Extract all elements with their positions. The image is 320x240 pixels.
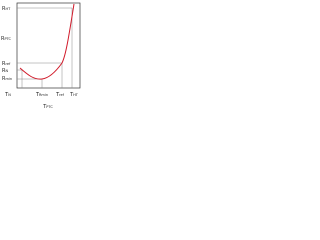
x-label: TRmin xyxy=(35,92,48,98)
symbol: T xyxy=(42,104,47,110)
x-label: TN xyxy=(4,92,11,98)
x-label: Tref xyxy=(55,92,65,98)
subscript: HT xyxy=(73,93,79,97)
symbol: R xyxy=(2,6,6,12)
subscript: Rmin xyxy=(39,93,48,97)
symbol: T xyxy=(69,92,74,98)
symbol: R xyxy=(2,61,6,67)
plot-frame xyxy=(16,2,81,89)
symbol: R xyxy=(2,76,6,82)
x-label: THT xyxy=(69,92,79,98)
y-label: RN xyxy=(2,68,8,74)
symbol: T xyxy=(55,92,60,98)
diagram: RPTC TPTC RHT Rref RN Rmin TN TRmin Tref… xyxy=(1,2,81,110)
subscript: N xyxy=(5,69,8,73)
subscript: PTC xyxy=(46,105,53,109)
symbol: T xyxy=(35,92,40,98)
symbol: T xyxy=(4,92,9,98)
subscript: N xyxy=(8,93,11,97)
subscript: PTC xyxy=(4,37,11,41)
subscript: min xyxy=(5,77,12,81)
y-label: Rref xyxy=(2,61,11,67)
subscript: HT xyxy=(5,7,11,11)
x-axis-title: TPTC xyxy=(42,104,53,110)
symbol: R xyxy=(2,68,6,74)
subscript: ref xyxy=(59,93,65,97)
subscript: ref xyxy=(5,62,11,66)
y-label: Rmin xyxy=(2,76,12,82)
rt-curve xyxy=(19,3,75,80)
symbol: R xyxy=(1,36,5,42)
y-axis-title: RPTC xyxy=(1,36,12,42)
y-label: RHT xyxy=(2,6,11,12)
